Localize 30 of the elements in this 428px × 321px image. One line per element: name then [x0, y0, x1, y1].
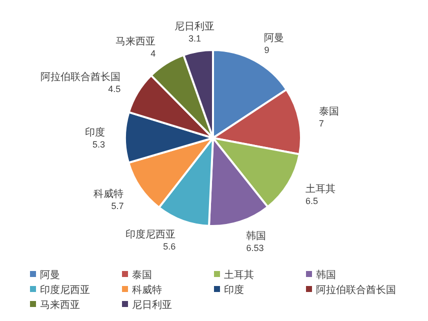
- data-label: 5.6: [163, 241, 176, 252]
- slice-label: 阿曼: [264, 32, 284, 44]
- slice-label: 科威特: [94, 188, 124, 200]
- slice-label: 韩国: [246, 230, 266, 242]
- slice-label: 阿拉伯联合酋长国: [40, 71, 121, 84]
- data-label: 5.7: [111, 200, 124, 211]
- slice-label: 土耳其: [305, 182, 336, 195]
- data-label: 6.53: [246, 242, 264, 253]
- legend-label: 科威特: [132, 284, 162, 296]
- legend-label: 韩国: [316, 269, 336, 281]
- data-label: 3.1: [188, 34, 201, 44]
- data-label: 9: [264, 44, 270, 55]
- legend-label: 马来西亚: [40, 299, 80, 311]
- slice-label: 尼日利亚: [174, 20, 215, 33]
- slice-label: 印度尼西亚: [126, 228, 176, 240]
- legend-label: 土耳其: [224, 269, 254, 281]
- data-label: 6.5: [305, 196, 318, 206]
- data-label: 7: [318, 118, 324, 129]
- slice-label: 印度: [85, 126, 105, 138]
- legend-label: 阿曼: [40, 270, 60, 281]
- slice-label: 泰国: [318, 106, 339, 118]
- legend-label: 阿拉伯联合酋长国: [316, 284, 396, 296]
- legend-label: 印度: [224, 284, 244, 296]
- data-label: 4.5: [108, 84, 121, 94]
- legend-label: 尼日利亚: [132, 299, 172, 311]
- data-label: 5.3: [92, 139, 105, 150]
- slice-label: 马来西亚: [116, 35, 156, 48]
- data-label: 4: [150, 48, 156, 58]
- legend-label: 印度尼西亚: [40, 284, 90, 296]
- legend-label: 泰国: [132, 270, 152, 281]
